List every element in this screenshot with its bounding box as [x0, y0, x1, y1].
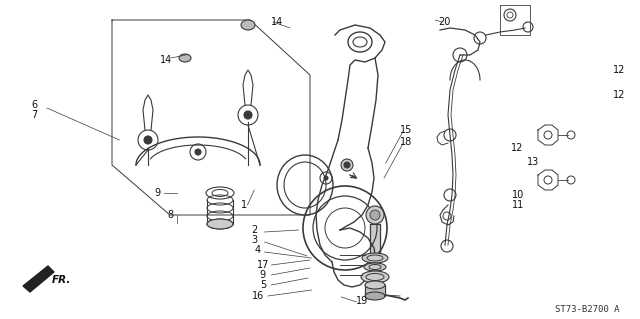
- Ellipse shape: [241, 20, 255, 30]
- Text: 1: 1: [241, 200, 247, 210]
- Circle shape: [341, 159, 353, 171]
- Circle shape: [244, 111, 252, 119]
- Text: 19: 19: [356, 296, 368, 306]
- Ellipse shape: [179, 54, 191, 62]
- Text: 16: 16: [252, 291, 264, 301]
- Text: 18: 18: [400, 137, 412, 147]
- Ellipse shape: [361, 271, 389, 283]
- Text: 17: 17: [257, 260, 269, 270]
- Circle shape: [144, 136, 152, 144]
- Ellipse shape: [365, 281, 385, 289]
- Text: 20: 20: [438, 17, 451, 27]
- Circle shape: [344, 162, 350, 168]
- Text: 11: 11: [512, 200, 524, 210]
- Text: 10: 10: [512, 190, 524, 200]
- Text: 13: 13: [527, 157, 540, 167]
- Text: 2: 2: [251, 225, 257, 235]
- Polygon shape: [23, 266, 54, 292]
- Text: 6: 6: [31, 100, 37, 110]
- Ellipse shape: [207, 219, 233, 229]
- Text: 3: 3: [252, 235, 257, 245]
- Text: 12: 12: [511, 143, 524, 153]
- Ellipse shape: [365, 292, 385, 300]
- Text: 7: 7: [31, 110, 37, 120]
- Text: 5: 5: [260, 280, 266, 290]
- Circle shape: [324, 176, 328, 180]
- Text: 15: 15: [400, 125, 412, 135]
- Text: 14: 14: [160, 55, 173, 65]
- Polygon shape: [370, 224, 380, 255]
- Text: 9: 9: [155, 188, 161, 198]
- Text: 14: 14: [271, 17, 284, 27]
- Polygon shape: [365, 285, 385, 296]
- Text: 9: 9: [260, 270, 266, 280]
- Text: ST73-B2700 A: ST73-B2700 A: [555, 305, 620, 314]
- Text: 4: 4: [255, 245, 260, 255]
- Circle shape: [366, 206, 384, 224]
- Text: 12: 12: [612, 65, 625, 75]
- Text: FR.: FR.: [52, 275, 72, 285]
- Circle shape: [370, 210, 380, 220]
- Circle shape: [195, 149, 201, 155]
- Text: 8: 8: [168, 210, 173, 220]
- Ellipse shape: [364, 263, 386, 271]
- Text: 12: 12: [612, 90, 625, 100]
- Ellipse shape: [362, 253, 388, 263]
